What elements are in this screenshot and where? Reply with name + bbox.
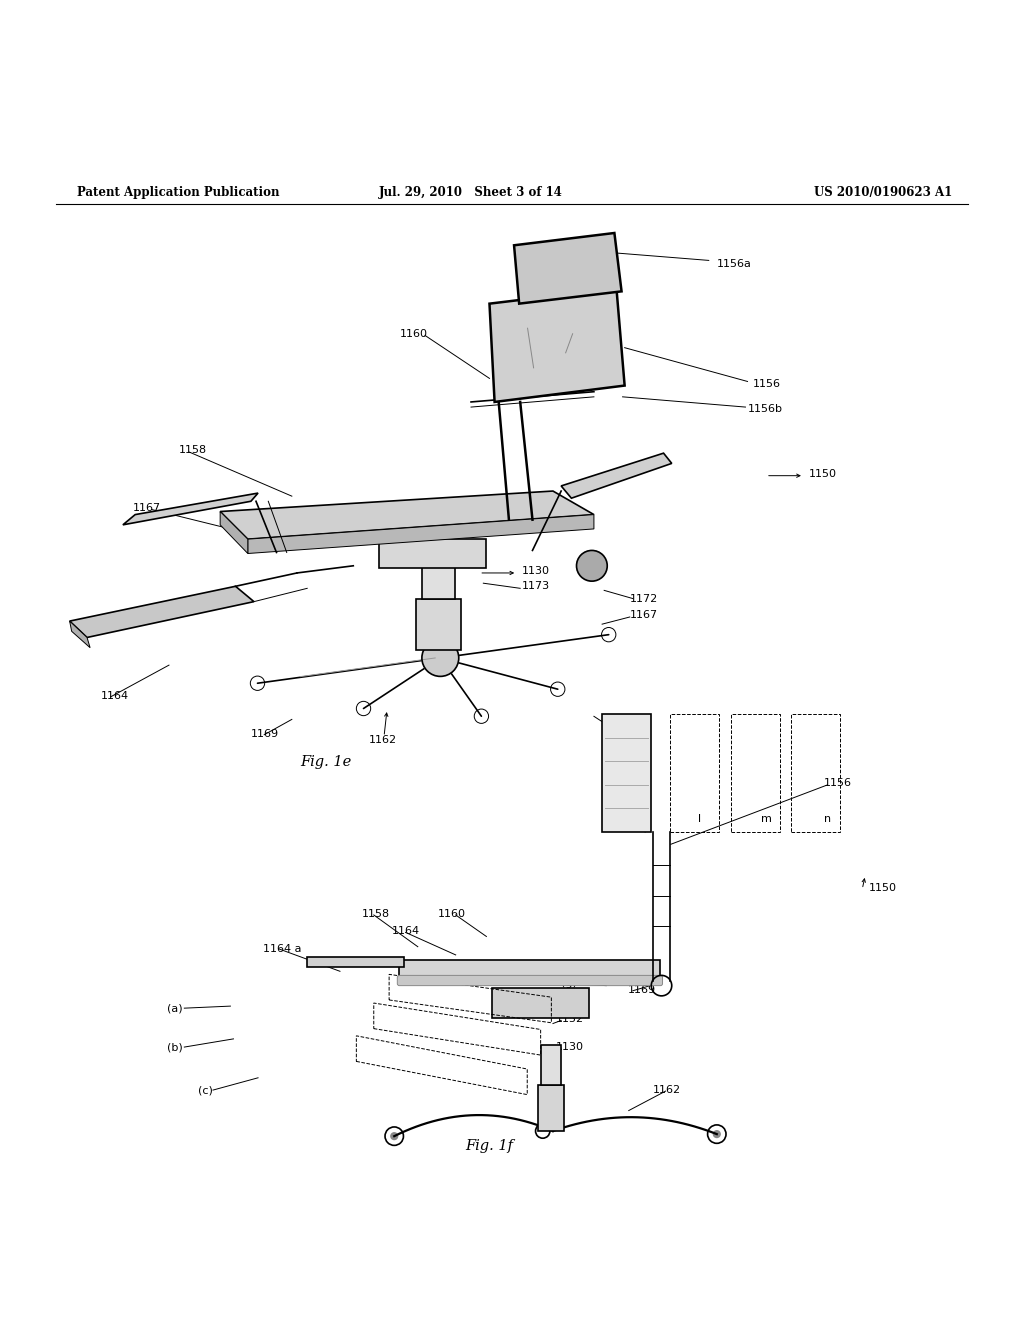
Bar [422,562,455,598]
Text: Fig. 1f: Fig. 1f [466,1139,513,1154]
Text: Patent Application Publication: Patent Application Publication [77,186,280,198]
Text: 1163: 1163 [609,723,637,734]
Text: US 2010/0190623 A1: US 2010/0190623 A1 [814,186,952,198]
Circle shape [713,1130,721,1138]
Text: 1158: 1158 [361,909,389,919]
Bar [538,1085,564,1131]
Polygon shape [123,494,258,525]
Text: Fig. 1e: Fig. 1e [300,755,351,770]
Text: 1150: 1150 [809,469,837,479]
Text: 1173: 1173 [522,581,550,591]
Circle shape [577,550,607,581]
Text: 1130: 1130 [556,1041,584,1052]
Text: 1156: 1156 [824,777,852,788]
Polygon shape [70,586,254,638]
Text: 1160: 1160 [438,909,466,919]
FancyBboxPatch shape [397,975,663,986]
Bar [541,1045,561,1085]
Text: 1160: 1160 [399,330,427,339]
Circle shape [390,1133,398,1140]
Bar [670,714,719,832]
Bar [731,714,780,832]
Text: 1156: 1156 [753,379,780,388]
Text: Jul. 29, 2010   Sheet 3 of 14: Jul. 29, 2010 Sheet 3 of 14 [379,186,563,198]
Text: 1162: 1162 [369,735,396,744]
Polygon shape [514,234,622,304]
Text: l: l [697,813,701,824]
Text: n: n [824,813,830,824]
Text: m: m [761,813,771,824]
Polygon shape [248,515,594,553]
Text: 1172: 1172 [630,594,658,603]
Polygon shape [561,453,672,498]
Text: 1150: 1150 [868,883,896,894]
Text: (b): (b) [167,1041,182,1052]
Polygon shape [220,512,248,553]
Text: (c): (c) [198,1085,213,1096]
Polygon shape [220,491,594,539]
Text: 1164 a: 1164 a [263,944,302,954]
Bar [602,714,651,832]
Text: 1167: 1167 [630,610,657,620]
Text: 1152: 1152 [556,1015,584,1024]
Bar [307,957,404,968]
Bar [492,987,589,1019]
Bar [416,598,461,649]
Text: 1162: 1162 [653,1085,681,1096]
Text: 1156a: 1156a [614,799,649,808]
Text: k: k [606,813,612,824]
Text: 1156a: 1156a [717,259,752,269]
Polygon shape [489,288,625,403]
Text: 1156b: 1156b [748,404,782,414]
Text: 1164: 1164 [100,690,128,701]
Text: 1158: 1158 [179,445,207,455]
Text: (a): (a) [167,1003,182,1014]
Bar [399,960,660,981]
Text: 1169: 1169 [251,729,279,739]
Text: 1164: 1164 [392,927,420,936]
Bar [379,539,486,568]
Text: 1130: 1130 [522,566,550,576]
Bar [791,714,840,832]
Text: 1167: 1167 [133,503,161,513]
Text: (g): (g) [561,978,578,987]
Text: 1169: 1169 [628,985,655,995]
Circle shape [422,639,459,676]
Polygon shape [70,622,90,648]
